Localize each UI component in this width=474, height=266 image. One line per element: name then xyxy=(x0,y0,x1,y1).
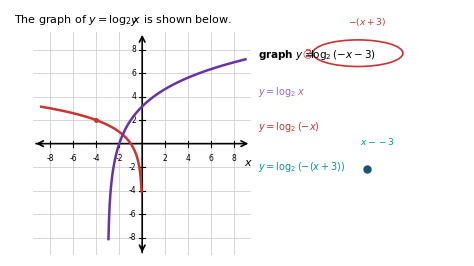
Text: -6: -6 xyxy=(129,210,137,219)
Text: 4: 4 xyxy=(132,92,137,101)
Text: -8: -8 xyxy=(129,233,137,242)
Text: 2: 2 xyxy=(132,116,137,124)
Text: $y = \log_2(-x)$: $y = \log_2(-x)$ xyxy=(258,120,320,134)
Text: The graph of $y = \log_2 x$ is shown below.: The graph of $y = \log_2 x$ is shown bel… xyxy=(14,13,232,27)
Text: -4: -4 xyxy=(129,186,137,195)
Text: -2: -2 xyxy=(116,154,123,163)
Text: 6: 6 xyxy=(132,69,137,78)
Text: $y$: $y$ xyxy=(130,16,139,28)
Text: $x$: $x$ xyxy=(245,158,254,168)
Text: 2: 2 xyxy=(163,154,167,163)
Text: -8: -8 xyxy=(46,154,54,163)
Text: $\bigcirc\!\!\!\!2$: $\bigcirc\!\!\!\!2$ xyxy=(302,48,313,61)
Text: -4: -4 xyxy=(92,154,100,163)
Text: $-(x+3)$: $-(x+3)$ xyxy=(348,16,386,28)
Text: 8: 8 xyxy=(232,154,237,163)
Text: $\log_2(-x-3)$: $\log_2(-x-3)$ xyxy=(310,48,376,62)
Text: 6: 6 xyxy=(209,154,213,163)
Text: -2: -2 xyxy=(129,163,137,172)
Text: $x - -3$: $x - -3$ xyxy=(360,136,395,147)
Text: graph $y = $: graph $y = $ xyxy=(258,48,314,62)
Text: 4: 4 xyxy=(186,154,191,163)
Text: $y = \log_2(-(x+3))$: $y = \log_2(-(x+3))$ xyxy=(258,160,346,174)
Text: $y = \log_2 x$: $y = \log_2 x$ xyxy=(258,85,305,99)
Text: 8: 8 xyxy=(132,45,137,54)
Text: -6: -6 xyxy=(70,154,77,163)
